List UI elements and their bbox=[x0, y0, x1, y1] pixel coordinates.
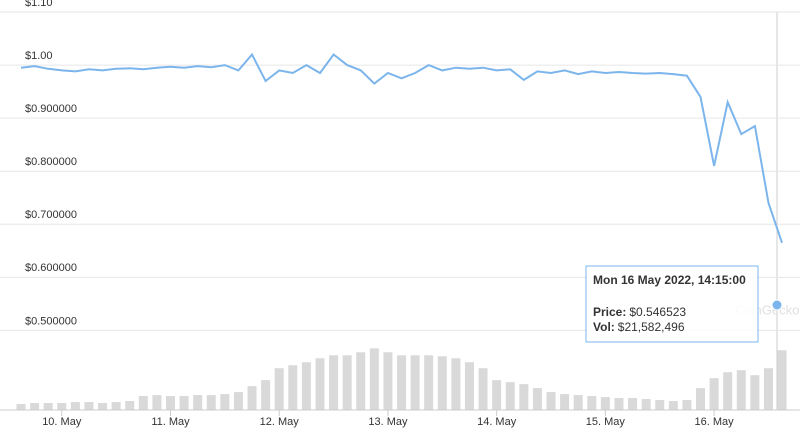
tooltip-box bbox=[585, 265, 759, 343]
volume-bar bbox=[43, 403, 53, 410]
volume-bar bbox=[492, 380, 502, 410]
volume-bar bbox=[70, 402, 80, 410]
tooltip-vol: Vol: $21,582,496 bbox=[593, 320, 685, 334]
volume-bar bbox=[628, 398, 638, 410]
tooltip: Mon 16 May 2022, 14:15:00 Price: $0.546523… bbox=[585, 265, 759, 343]
volume-bar bbox=[437, 356, 447, 410]
volume-bar bbox=[546, 392, 556, 410]
volume-bar bbox=[165, 396, 175, 410]
tooltip-vol-value: $21,582,496 bbox=[618, 320, 685, 334]
volume-bar bbox=[696, 388, 705, 410]
volume-bar bbox=[723, 372, 733, 410]
volume-bar bbox=[288, 365, 298, 410]
volume-bar bbox=[206, 395, 216, 410]
volume-bar bbox=[98, 403, 108, 410]
volume-bar bbox=[233, 392, 243, 410]
volume-bar bbox=[247, 386, 257, 410]
y-tick-label: $0.800000 bbox=[25, 156, 77, 168]
volume-bar bbox=[614, 398, 624, 410]
volume-bar bbox=[641, 399, 651, 410]
volume-bar bbox=[301, 362, 311, 410]
volume-bar bbox=[397, 355, 407, 410]
volume-bar bbox=[30, 403, 40, 410]
volume-bar bbox=[709, 378, 719, 410]
volume-bar bbox=[655, 400, 665, 410]
y-tick-label: $0.700000 bbox=[25, 209, 77, 221]
volume-bar bbox=[464, 362, 474, 410]
x-tick-label: 16. May bbox=[695, 416, 735, 428]
volume-bar bbox=[329, 355, 339, 410]
volume-bar bbox=[682, 400, 692, 410]
volume-bar bbox=[152, 395, 162, 410]
volume-bar bbox=[451, 358, 461, 410]
volume-bar bbox=[125, 401, 135, 410]
volume-bar bbox=[369, 348, 379, 410]
volume-bar bbox=[57, 403, 67, 410]
volume-bar bbox=[478, 368, 488, 410]
volume-bar bbox=[777, 350, 787, 410]
tooltip-title: Mon 16 May 2022, 14:15:00 bbox=[593, 273, 746, 287]
y-tick-label: $1.00 bbox=[25, 50, 53, 62]
tooltip-price: Price: $0.546523 bbox=[593, 305, 686, 319]
y-tick-label: $1.10 bbox=[25, 0, 53, 9]
volume-bar bbox=[111, 402, 121, 410]
y-tick-label: $0.500000 bbox=[25, 315, 77, 327]
y-tick-label: $0.600000 bbox=[25, 262, 77, 274]
volume-bar bbox=[315, 358, 325, 410]
volume-bar bbox=[763, 368, 773, 410]
volume-bar bbox=[410, 355, 420, 410]
x-tick-label: 10. May bbox=[42, 416, 82, 428]
price-line bbox=[20, 52, 783, 244]
volume-bar bbox=[668, 401, 678, 410]
volume-bar bbox=[383, 352, 393, 410]
volume-bar bbox=[193, 395, 203, 410]
x-tick-label: 12. May bbox=[260, 416, 300, 428]
volume-bar bbox=[138, 396, 148, 410]
tooltip-price-label: Price: bbox=[593, 305, 626, 319]
volume-bar bbox=[16, 404, 26, 410]
hover-dot bbox=[771, 299, 783, 311]
volume-bar bbox=[736, 370, 746, 410]
volume-bar bbox=[505, 382, 515, 410]
tooltip-vol-label: Vol: bbox=[593, 320, 615, 334]
volume-bar bbox=[750, 375, 760, 410]
x-tick-label: 15. May bbox=[586, 416, 626, 428]
volume-bar bbox=[342, 355, 352, 410]
volume-bar bbox=[220, 394, 230, 410]
volume-bar bbox=[560, 394, 570, 410]
volume-bar bbox=[356, 352, 366, 410]
volume-bar bbox=[274, 368, 284, 410]
volume-bar bbox=[261, 380, 271, 410]
volume-bar bbox=[84, 402, 94, 410]
volume-bar bbox=[424, 355, 434, 410]
x-tick-label: 14. May bbox=[477, 416, 517, 428]
volume-bar bbox=[179, 396, 189, 410]
volume-bar bbox=[587, 396, 597, 410]
volume-bar bbox=[573, 395, 583, 410]
volume-bar bbox=[532, 388, 542, 410]
x-tick-label: 13. May bbox=[368, 416, 408, 428]
volume-bar bbox=[600, 397, 610, 410]
y-tick-label: $0.900000 bbox=[25, 103, 77, 115]
tooltip-price-value: $0.546523 bbox=[629, 305, 686, 319]
x-tick-label: 11. May bbox=[151, 416, 190, 428]
volume-bar bbox=[519, 384, 529, 410]
